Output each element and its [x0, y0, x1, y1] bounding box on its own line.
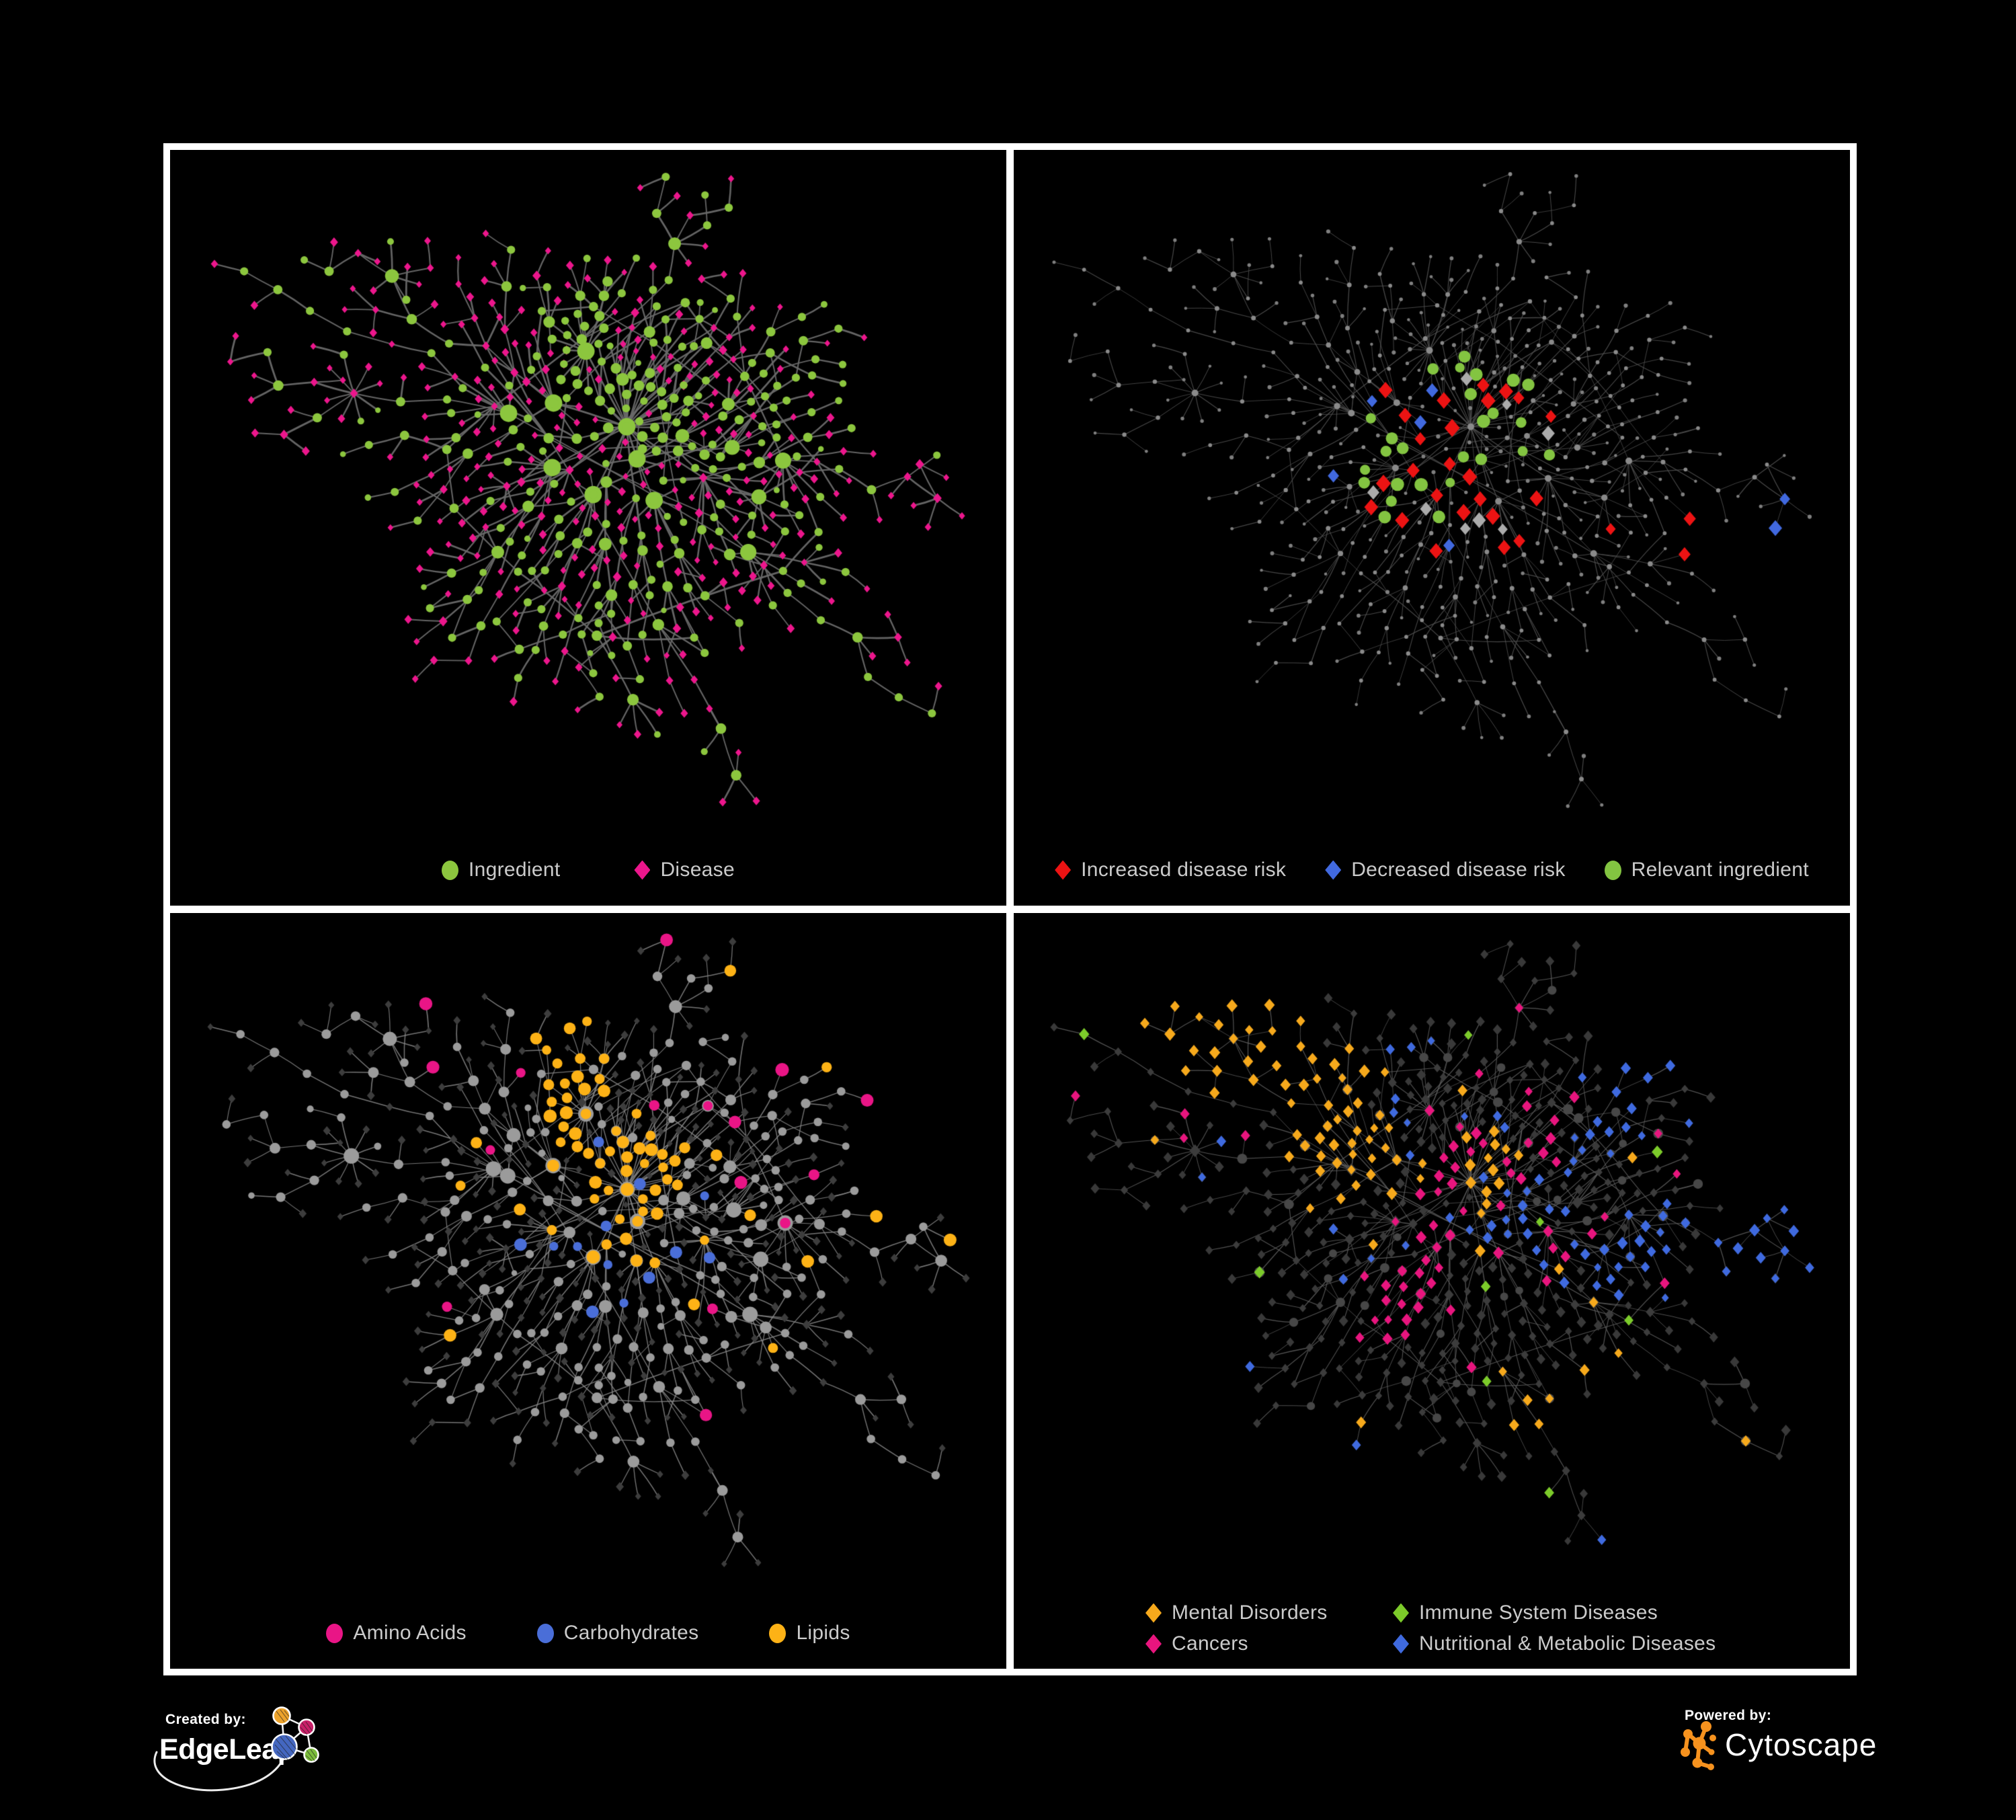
legend-item-carbohydrates: Carbohydrates — [536, 1622, 699, 1645]
legend-item-lipids: Lipids — [769, 1622, 850, 1645]
disease-classes-network-canvas — [1014, 913, 1850, 1669]
legend-label: Decreased disease risk — [1351, 859, 1566, 881]
legend-label: Relevant ingredient — [1631, 859, 1809, 881]
diamond-marker-icon — [1145, 1634, 1162, 1654]
diamond-marker-icon — [1055, 860, 1072, 880]
legend-label: Nutritional & Metabolic Diseases — [1419, 1632, 1716, 1655]
cytoscape-logo-icon — [1681, 1721, 1716, 1770]
legend-item-amino-acids: Amino Acids — [326, 1622, 466, 1645]
legend-label: Mental Disorders — [1172, 1601, 1328, 1624]
ingredient-disease-legend: Ingredient Disease — [170, 859, 1006, 881]
legend-label: Increased disease risk — [1081, 859, 1287, 881]
panel-disease-classes: Mental Disorders Immune System Diseases Ca… — [1014, 913, 1850, 1669]
panel-ingredient-disease: Ingredient Disease — [170, 150, 1006, 906]
circle-marker-icon — [1604, 860, 1621, 880]
legend-label: Ingredient — [469, 859, 561, 881]
legend-item-increased-disease-risk: Increased disease risk — [1055, 859, 1286, 881]
disease-risk-network-canvas — [1014, 150, 1850, 906]
legend-label: Immune System Diseases — [1419, 1601, 1658, 1624]
panel-grid: Ingredient Disease Increased disease risk… — [163, 143, 1857, 1675]
panel-nutrient-classes: Amino Acids Carbohydrates Lipids — [170, 913, 1006, 1669]
diamond-marker-icon — [1393, 1603, 1409, 1623]
legend-label: Lipids — [796, 1622, 850, 1644]
diamond-marker-icon — [1325, 860, 1342, 880]
legend-item-decreased-disease-risk: Decreased disease risk — [1325, 859, 1565, 881]
created-by-label: Created by: — [165, 1712, 246, 1727]
panel-disease-risk: Increased disease risk Decreased disease … — [1014, 150, 1850, 906]
diamond-marker-icon — [1145, 1603, 1162, 1623]
nutrient-classes-network-canvas — [170, 913, 1006, 1669]
legend-item-cancers: Cancers — [1145, 1632, 1393, 1655]
legend-item-relevant-ingredient: Relevant ingredient — [1604, 859, 1809, 881]
legend-item-nutritional-metabolic-diseases: Nutritional & Metabolic Diseases — [1393, 1632, 1716, 1655]
circle-marker-icon — [326, 1623, 344, 1643]
nutrient-classes-legend: Amino Acids Carbohydrates Lipids — [170, 1622, 1006, 1645]
diamond-marker-icon — [634, 860, 651, 880]
legend-label: Carbohydrates — [563, 1622, 699, 1644]
circle-marker-icon — [442, 860, 459, 880]
powered-by-label: Powered by: — [1685, 1708, 1772, 1723]
legend-item-disease: Disease — [634, 859, 735, 881]
circle-marker-icon — [769, 1623, 787, 1643]
ingredient-disease-network-canvas — [170, 150, 1006, 906]
circle-marker-icon — [536, 1623, 554, 1643]
legend-item-mental-disorders: Mental Disorders — [1145, 1601, 1393, 1624]
disease-risk-legend: Increased disease risk Decreased disease … — [1014, 859, 1850, 881]
legend-item-ingredient: Ingredient — [442, 859, 560, 881]
disease-classes-legend: Mental Disorders Immune System Diseases Ca… — [1014, 1601, 1850, 1655]
legend-label: Cancers — [1172, 1632, 1248, 1655]
legend-label: Disease — [660, 859, 735, 881]
edgeleap-logo-icon — [153, 1706, 319, 1792]
cytoscape-wordmark: Cytoscape — [1725, 1727, 1878, 1762]
legend-item-immune-system-diseases: Immune System Diseases — [1393, 1601, 1716, 1624]
legend-label: Amino Acids — [353, 1622, 467, 1644]
diamond-marker-icon — [1393, 1634, 1409, 1654]
